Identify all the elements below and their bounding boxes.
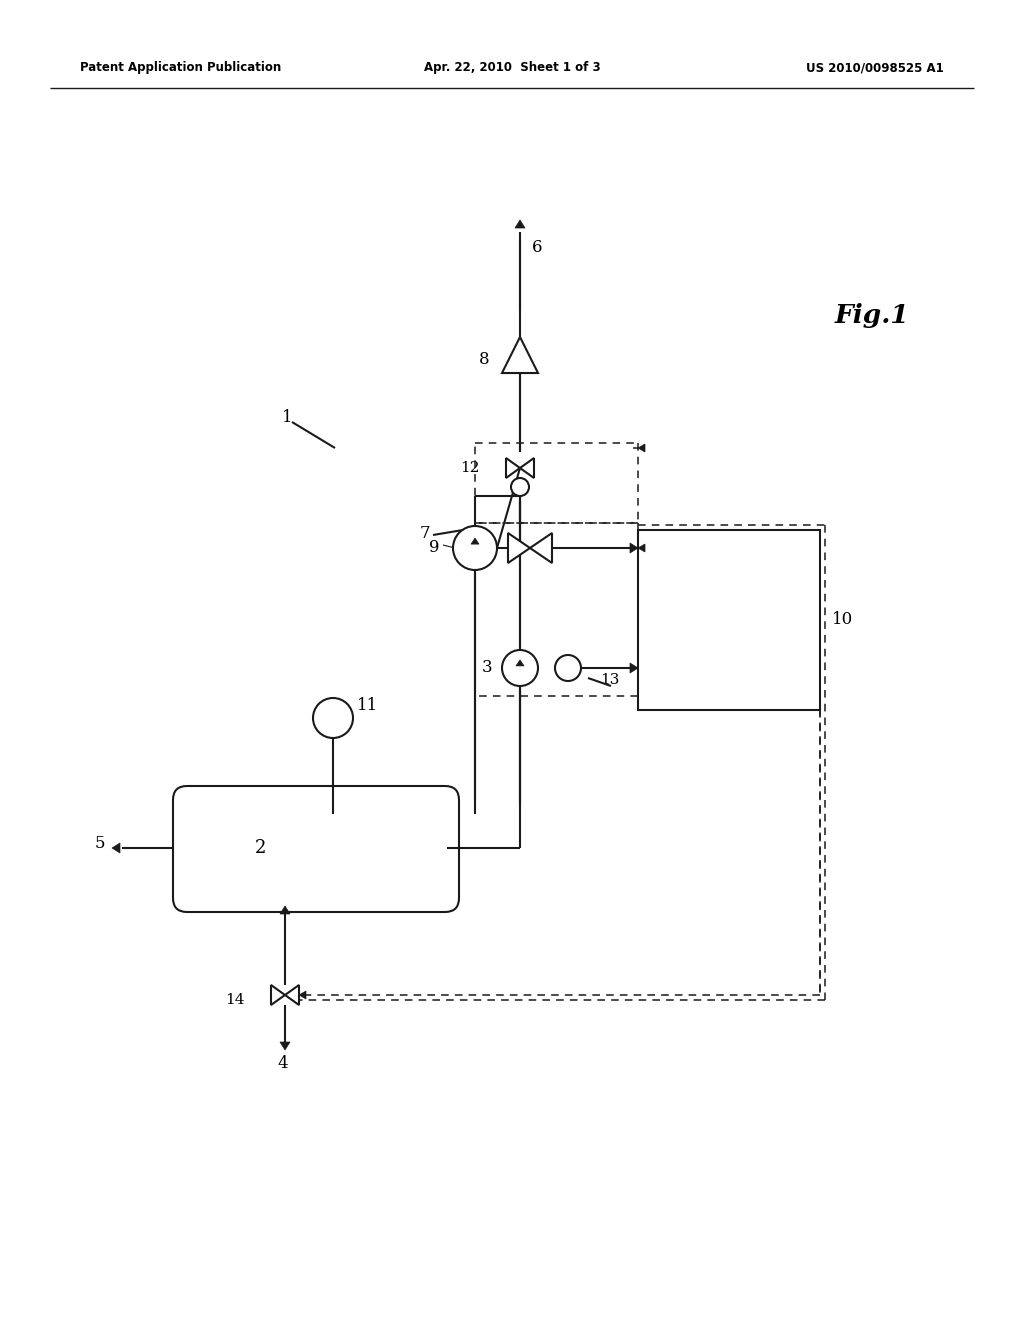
Circle shape <box>502 649 538 686</box>
Polygon shape <box>638 444 645 451</box>
Polygon shape <box>299 991 306 999</box>
Text: 14: 14 <box>225 993 245 1007</box>
Circle shape <box>313 698 353 738</box>
Text: 3: 3 <box>481 660 492 676</box>
Polygon shape <box>502 337 538 374</box>
Polygon shape <box>520 458 534 478</box>
Polygon shape <box>515 220 525 228</box>
Bar <box>638 531 820 710</box>
Polygon shape <box>530 533 552 564</box>
Polygon shape <box>271 985 285 1005</box>
Polygon shape <box>285 985 299 1005</box>
Text: Fig.1: Fig.1 <box>835 302 909 327</box>
Text: Patent Application Publication: Patent Application Publication <box>80 62 282 74</box>
Text: 7: 7 <box>420 524 430 541</box>
Circle shape <box>453 525 497 570</box>
Polygon shape <box>638 544 645 552</box>
Polygon shape <box>508 533 530 564</box>
Text: 13: 13 <box>600 673 620 686</box>
Polygon shape <box>506 458 520 478</box>
Text: 12: 12 <box>461 461 480 475</box>
Text: Apr. 22, 2010  Sheet 1 of 3: Apr. 22, 2010 Sheet 1 of 3 <box>424 62 600 74</box>
Polygon shape <box>280 1041 290 1049</box>
Text: 6: 6 <box>532 239 543 256</box>
Circle shape <box>555 655 581 681</box>
Text: 11: 11 <box>357 697 378 714</box>
Polygon shape <box>471 539 479 544</box>
Text: 5: 5 <box>94 834 105 851</box>
Polygon shape <box>280 906 290 913</box>
Text: US 2010/0098525 A1: US 2010/0098525 A1 <box>806 62 944 74</box>
Text: 1: 1 <box>282 409 293 426</box>
Polygon shape <box>630 543 638 553</box>
Circle shape <box>511 478 529 496</box>
Polygon shape <box>630 663 638 673</box>
Text: 9: 9 <box>429 540 440 557</box>
Text: 4: 4 <box>278 1055 288 1072</box>
Polygon shape <box>516 660 524 665</box>
Text: 10: 10 <box>831 611 853 628</box>
Text: 8: 8 <box>479 351 490 368</box>
Polygon shape <box>112 843 120 853</box>
Text: 2: 2 <box>255 840 266 857</box>
